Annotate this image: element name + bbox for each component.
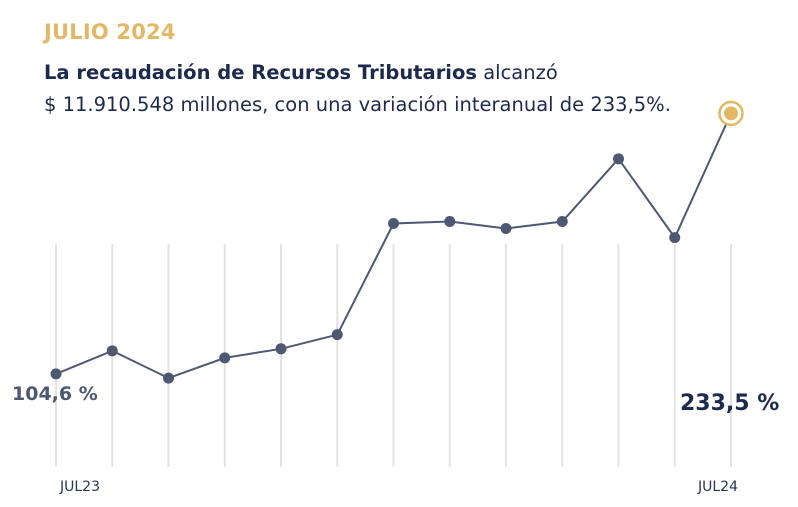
- x-tick-first: JUL23: [59, 479, 100, 495]
- headline-bold: La recaudación de Recursos Tributarios: [44, 61, 477, 84]
- data-point-sep23: [163, 372, 174, 384]
- end-value-label: 233,5 %: [680, 391, 779, 416]
- data-point-jul23: [50, 368, 62, 380]
- data-point-mar24: [500, 223, 512, 235]
- x-tick-last: JUL24: [697, 479, 738, 495]
- start-value-label: 104,6 %: [12, 383, 98, 405]
- data-point-ago23: [106, 345, 118, 357]
- data-point-feb24: [444, 215, 456, 227]
- data-point-jun24: [669, 232, 681, 244]
- grid-lines: [55, 244, 732, 467]
- data-point-ene24: [388, 217, 399, 229]
- data-points: [50, 100, 744, 384]
- data-point-abr24: [556, 215, 568, 227]
- data-point-nov23: [275, 343, 287, 355]
- data-point-may24: [613, 153, 624, 165]
- headline: La recaudación de Recursos Tributarios a…: [44, 57, 784, 121]
- period-title: JULIO 2024: [44, 20, 176, 44]
- data-point-jul24: [724, 106, 738, 121]
- data-point-oct23: [219, 352, 231, 364]
- data-point-dic23: [331, 329, 343, 341]
- headline-line2: $ 11.910.548 millones, con una variación…: [44, 93, 671, 116]
- headline-rest: alcanzó: [477, 61, 558, 84]
